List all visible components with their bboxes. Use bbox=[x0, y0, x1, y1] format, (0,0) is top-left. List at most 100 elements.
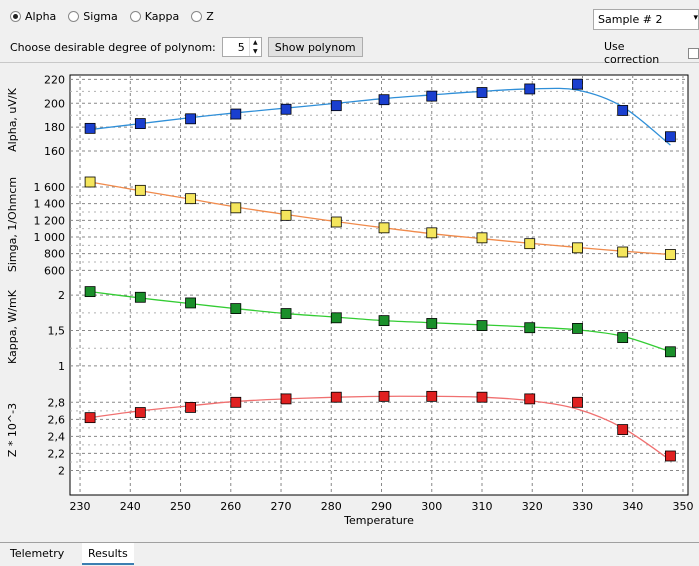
data-point-sigma bbox=[524, 238, 536, 250]
tab-results[interactable]: Results bbox=[82, 543, 134, 565]
data-point-alpha bbox=[572, 78, 583, 90]
data-point-kappa bbox=[84, 286, 96, 298]
sample-select-value: Sample # 2 bbox=[598, 13, 663, 26]
data-point-z bbox=[330, 391, 342, 403]
x-tick-label: 300 bbox=[421, 500, 442, 513]
y-axis-label-kappa: Kappa, W/mK bbox=[6, 289, 19, 364]
data-point-sigma bbox=[134, 184, 146, 196]
data-point-sigma bbox=[330, 216, 342, 228]
data-point-z bbox=[134, 407, 146, 418]
y-tick-label-sigma: 1 400 bbox=[34, 198, 66, 211]
quantity-radio-group: Alpha Sigma Kappa Z bbox=[10, 10, 214, 23]
data-point-alpha bbox=[185, 113, 196, 125]
tab-telemetry[interactable]: Telemetry bbox=[4, 543, 70, 563]
y-tick-label-sigma: 1 000 bbox=[34, 231, 66, 244]
data-point-z bbox=[378, 390, 390, 402]
x-tick-label: 350 bbox=[672, 500, 693, 513]
tab-telemetry-label: Telemetry bbox=[10, 546, 65, 560]
stepper-arrows[interactable]: ▲ ▼ bbox=[248, 38, 261, 56]
x-tick-label: 270 bbox=[271, 500, 292, 513]
radio-kappa-indicator[interactable] bbox=[129, 11, 141, 22]
use-correction[interactable]: Use correction bbox=[604, 40, 699, 66]
plot-background bbox=[69, 74, 689, 496]
degree-stepper[interactable]: 5 ▲ ▼ bbox=[221, 37, 262, 57]
data-point-alpha bbox=[524, 83, 536, 95]
y-tick-label-alpha: 180 bbox=[44, 121, 65, 134]
radio-sigma-label: Sigma bbox=[83, 10, 118, 23]
radio-sigma-indicator[interactable] bbox=[68, 11, 80, 22]
data-point-z bbox=[280, 393, 292, 405]
y-tick-label-alpha: 160 bbox=[44, 145, 65, 158]
data-point-alpha bbox=[230, 108, 242, 120]
y-tick-label-sigma: 1 200 bbox=[34, 214, 66, 227]
radio-z[interactable]: Z bbox=[191, 10, 214, 23]
data-point-sigma bbox=[617, 246, 629, 258]
degree-label: Choose desirable degree of polynom: bbox=[10, 40, 216, 54]
data-point-z bbox=[617, 424, 629, 435]
data-point-alpha bbox=[665, 131, 676, 143]
chart-area: 230 240 250 260 270 280 290 300 310 320 330 340 350 T… bbox=[0, 63, 699, 540]
radio-z-indicator[interactable] bbox=[191, 11, 203, 22]
x-tick-label: 320 bbox=[522, 500, 543, 513]
radio-alpha[interactable]: Alpha bbox=[10, 10, 56, 23]
radio-alpha-indicator[interactable] bbox=[10, 11, 21, 22]
radio-kappa[interactable]: Kappa bbox=[129, 10, 179, 23]
data-point-kappa bbox=[280, 308, 292, 319]
data-point-alpha bbox=[134, 118, 146, 129]
y-tick-label-sigma: 600 bbox=[44, 264, 65, 277]
y-tick-label-z: 2 bbox=[58, 464, 65, 477]
y-axis-label-alpha: Alpha, uV/K bbox=[6, 87, 19, 151]
data-point-z bbox=[476, 391, 488, 403]
data-point-z bbox=[185, 402, 196, 413]
x-tick-label: 340 bbox=[622, 500, 643, 513]
data-point-z bbox=[230, 396, 242, 408]
sample-select[interactable]: Sample # 2 ▾ bbox=[593, 9, 699, 30]
y-axis-label-z: Z * 10^-3 bbox=[6, 403, 19, 457]
data-point-sigma bbox=[426, 227, 438, 239]
data-point-alpha bbox=[330, 100, 342, 112]
data-point-sigma bbox=[84, 176, 96, 188]
y-tick-label-alpha: 200 bbox=[44, 97, 65, 110]
chevron-up-icon[interactable]: ▲ bbox=[252, 39, 258, 46]
x-tick-label: 230 bbox=[70, 500, 91, 513]
use-correction-label: Use correction bbox=[604, 40, 660, 66]
y-tick-label-sigma: 800 bbox=[44, 248, 65, 261]
x-axis-label: Temperature bbox=[343, 514, 414, 527]
y-tick-label-alpha: 220 bbox=[44, 73, 65, 86]
data-point-z bbox=[524, 393, 536, 405]
data-point-kappa bbox=[378, 315, 390, 327]
data-point-z bbox=[665, 450, 676, 462]
data-point-kappa bbox=[572, 323, 583, 334]
use-correction-checkbox[interactable] bbox=[688, 47, 699, 59]
chevron-down-icon[interactable]: ▾ bbox=[693, 13, 698, 23]
x-tick-label: 240 bbox=[120, 500, 141, 513]
degree-value[interactable]: 5 bbox=[237, 40, 245, 54]
y-tick-label-z: 2,2 bbox=[48, 447, 66, 460]
show-polynom-button[interactable]: Show polynom bbox=[267, 37, 363, 57]
data-point-sigma bbox=[378, 222, 390, 234]
x-tick-label: 290 bbox=[371, 500, 392, 513]
data-point-alpha bbox=[426, 90, 438, 102]
data-point-sigma bbox=[280, 209, 292, 221]
bottom-tabs: Telemetry Results bbox=[0, 542, 699, 566]
data-point-sigma bbox=[230, 202, 242, 214]
data-point-kappa bbox=[524, 322, 536, 334]
data-point-alpha bbox=[84, 122, 96, 134]
chevron-down-icon[interactable]: ▼ bbox=[252, 48, 258, 55]
degree-row: Choose desirable degree of polynom: 5 ▲ … bbox=[10, 37, 363, 57]
y-tick-label-sigma: 1 600 bbox=[34, 181, 66, 194]
data-point-kappa bbox=[426, 318, 438, 329]
x-tick-label: 260 bbox=[220, 500, 241, 513]
data-point-z bbox=[426, 390, 438, 402]
radio-sigma[interactable]: Sigma bbox=[68, 10, 118, 23]
x-tick-label: 310 bbox=[472, 500, 493, 513]
x-tick-label: 330 bbox=[572, 500, 593, 513]
y-tick-label-z: 2,4 bbox=[48, 430, 66, 443]
data-point-sigma bbox=[572, 242, 583, 254]
data-point-kappa bbox=[230, 303, 242, 315]
x-tick-label: 250 bbox=[170, 500, 191, 513]
data-point-kappa bbox=[134, 291, 146, 303]
data-point-kappa bbox=[665, 346, 676, 358]
y-tick-label-kappa: 1 bbox=[58, 360, 65, 373]
radio-alpha-label: Alpha bbox=[25, 10, 57, 23]
